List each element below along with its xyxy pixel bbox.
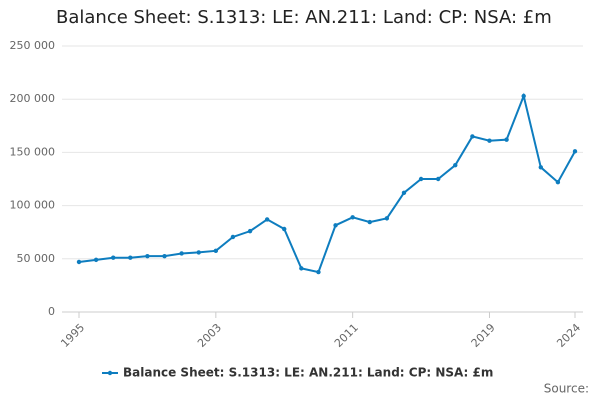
y-tick-label: 250 000 <box>10 39 56 52</box>
x-tick-label: 2011 <box>332 321 361 350</box>
x-tick-label: 1995 <box>58 321 87 350</box>
legend-swatch-marker <box>107 370 113 376</box>
data-point <box>418 176 424 182</box>
data-point <box>435 176 441 182</box>
data-point <box>128 255 133 260</box>
x-tick-label: 2024 <box>554 321 583 350</box>
data-point <box>333 223 338 228</box>
series-line <box>78 92 576 274</box>
x-tick-label: 2019 <box>469 321 498 350</box>
data-point <box>196 250 201 255</box>
data-point <box>282 226 287 232</box>
data-point <box>162 253 167 259</box>
data-point <box>350 215 355 220</box>
chart-title: Balance Sheet: S.1313: LE: AN.211: Land:… <box>56 7 552 28</box>
data-point <box>111 255 116 260</box>
y-tick-label: 0 <box>48 305 55 318</box>
y-tick-label: 200 000 <box>10 92 56 105</box>
data-point <box>247 228 253 234</box>
data-point <box>93 257 99 263</box>
data-point <box>145 253 150 259</box>
y-tick-label: 100 000 <box>10 199 56 212</box>
data-point <box>179 251 184 256</box>
data-point <box>264 217 270 222</box>
data-point <box>572 149 578 154</box>
data-point <box>384 216 390 221</box>
source: Source: <box>544 382 589 396</box>
data-point <box>230 234 236 240</box>
data-point <box>316 269 321 275</box>
x-tick-label: 2003 <box>195 321 224 350</box>
y-tick-label: 50 000 <box>17 252 56 265</box>
data-point <box>504 137 509 142</box>
data-point <box>555 179 561 185</box>
data-point <box>453 162 458 168</box>
data-point <box>538 165 543 170</box>
data-point <box>213 248 219 254</box>
data-point <box>76 259 82 265</box>
data-point <box>367 219 372 225</box>
data-point <box>401 190 407 196</box>
legend-label: Balance Sheet: S.1313: LE: AN.211: Land:… <box>123 366 493 380</box>
y-tick-label: 150 000 <box>10 145 56 158</box>
data-point <box>521 93 526 99</box>
data-point <box>299 266 304 271</box>
data-point <box>487 138 492 143</box>
data-point <box>470 134 475 139</box>
